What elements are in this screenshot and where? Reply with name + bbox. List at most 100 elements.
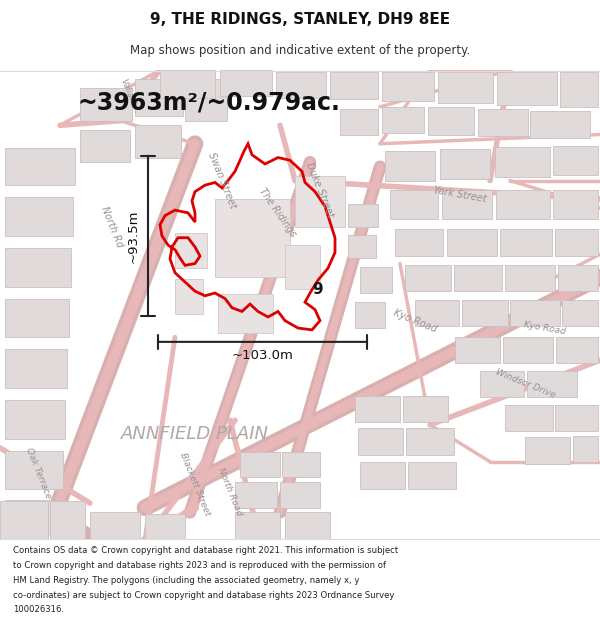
Bar <box>503 338 553 363</box>
Bar <box>525 437 570 464</box>
Bar <box>358 428 403 455</box>
Bar <box>135 125 181 158</box>
Bar <box>80 88 132 121</box>
Bar <box>330 72 378 99</box>
Bar <box>5 197 73 236</box>
Text: Valiant...: Valiant... <box>119 77 141 114</box>
Bar <box>285 512 330 540</box>
Text: ~103.0m: ~103.0m <box>232 349 293 362</box>
Bar <box>276 72 326 98</box>
Bar <box>50 501 85 540</box>
Text: ~3963m²/~0.979ac.: ~3963m²/~0.979ac. <box>78 90 341 114</box>
Text: North Road: North Road <box>216 467 244 518</box>
Text: Windsor Drive: Windsor Drive <box>494 368 556 399</box>
Bar <box>0 501 48 540</box>
Bar <box>240 451 280 478</box>
Text: Swan Street: Swan Street <box>206 151 238 210</box>
Bar <box>5 400 65 439</box>
Bar <box>175 279 203 314</box>
Bar <box>355 302 385 328</box>
Bar <box>5 248 71 287</box>
Text: Contains OS data © Crown copyright and database right 2021. This information is : Contains OS data © Crown copyright and d… <box>13 546 398 555</box>
Bar <box>382 72 434 101</box>
Text: Oak Terrace: Oak Terrace <box>23 447 52 501</box>
Bar <box>5 148 75 185</box>
Bar <box>405 266 451 291</box>
Text: to Crown copyright and database rights 2023 and is reproduced with the permissio: to Crown copyright and database rights 2… <box>13 561 386 570</box>
Bar <box>360 268 392 293</box>
Text: HM Land Registry. The polygons (including the associated geometry, namely x, y: HM Land Registry. The polygons (includin… <box>13 576 359 585</box>
Bar <box>478 109 528 136</box>
Bar <box>573 436 598 462</box>
Bar <box>145 514 185 540</box>
Bar <box>160 70 215 98</box>
Text: Duke Street: Duke Street <box>304 161 335 219</box>
Bar <box>438 72 493 103</box>
Text: Kyo Road: Kyo Road <box>523 320 566 336</box>
Bar <box>415 301 459 326</box>
Bar <box>556 338 598 363</box>
Bar <box>385 151 435 181</box>
Bar <box>505 266 555 291</box>
Bar <box>348 235 376 258</box>
Text: 100026316.: 100026316. <box>13 606 64 614</box>
Bar <box>5 299 69 338</box>
Text: ANNFIELD PLAIN: ANNFIELD PLAIN <box>121 425 269 443</box>
Bar <box>442 190 492 219</box>
Bar <box>527 371 577 397</box>
Bar <box>218 294 273 333</box>
Bar <box>235 482 277 508</box>
Text: co-ordinates) are subject to Crown copyright and database rights 2023 Ordnance S: co-ordinates) are subject to Crown copyr… <box>13 591 395 599</box>
Bar <box>348 204 378 227</box>
Text: North Rd: North Rd <box>99 204 125 249</box>
Bar <box>282 451 320 478</box>
Bar <box>462 301 508 326</box>
Bar <box>175 233 207 268</box>
Bar <box>220 70 272 96</box>
Bar <box>553 190 598 219</box>
Bar <box>497 72 557 105</box>
Bar <box>454 266 502 291</box>
Bar <box>555 406 598 431</box>
Bar <box>90 512 140 540</box>
Bar <box>496 190 550 219</box>
Bar <box>280 482 320 508</box>
Bar <box>5 501 60 536</box>
Bar <box>408 462 456 489</box>
Bar <box>555 229 598 256</box>
Bar <box>185 79 227 121</box>
Bar <box>235 512 280 540</box>
Bar <box>455 338 500 363</box>
Text: 9, THE RIDINGS, STANLEY, DH9 8EE: 9, THE RIDINGS, STANLEY, DH9 8EE <box>150 12 450 27</box>
Text: Kyo Road: Kyo Road <box>392 308 438 334</box>
Bar <box>403 396 448 422</box>
Bar <box>390 190 438 219</box>
Bar <box>562 301 598 326</box>
Bar <box>5 451 63 489</box>
Bar <box>560 72 598 107</box>
Bar <box>395 229 443 256</box>
Bar <box>530 111 590 138</box>
Bar <box>500 229 552 256</box>
Text: Blackett Street: Blackett Street <box>178 452 212 518</box>
Text: The Ridings: The Ridings <box>257 186 299 239</box>
Bar <box>480 371 524 397</box>
Bar <box>80 130 130 162</box>
Text: York Street: York Street <box>433 185 487 204</box>
Bar <box>505 406 553 431</box>
Bar <box>360 462 405 489</box>
Bar <box>447 229 497 256</box>
Bar <box>215 199 290 278</box>
Text: 9: 9 <box>313 282 323 297</box>
Bar <box>355 396 400 422</box>
Bar <box>553 146 598 175</box>
Bar <box>440 149 490 179</box>
Bar <box>382 107 424 132</box>
Text: ~93.5m: ~93.5m <box>127 209 140 262</box>
Bar <box>406 428 454 455</box>
Text: Map shows position and indicative extent of the property.: Map shows position and indicative extent… <box>130 44 470 57</box>
Bar <box>558 266 598 291</box>
Bar <box>295 176 345 227</box>
Bar <box>285 245 320 289</box>
Bar <box>135 79 183 116</box>
